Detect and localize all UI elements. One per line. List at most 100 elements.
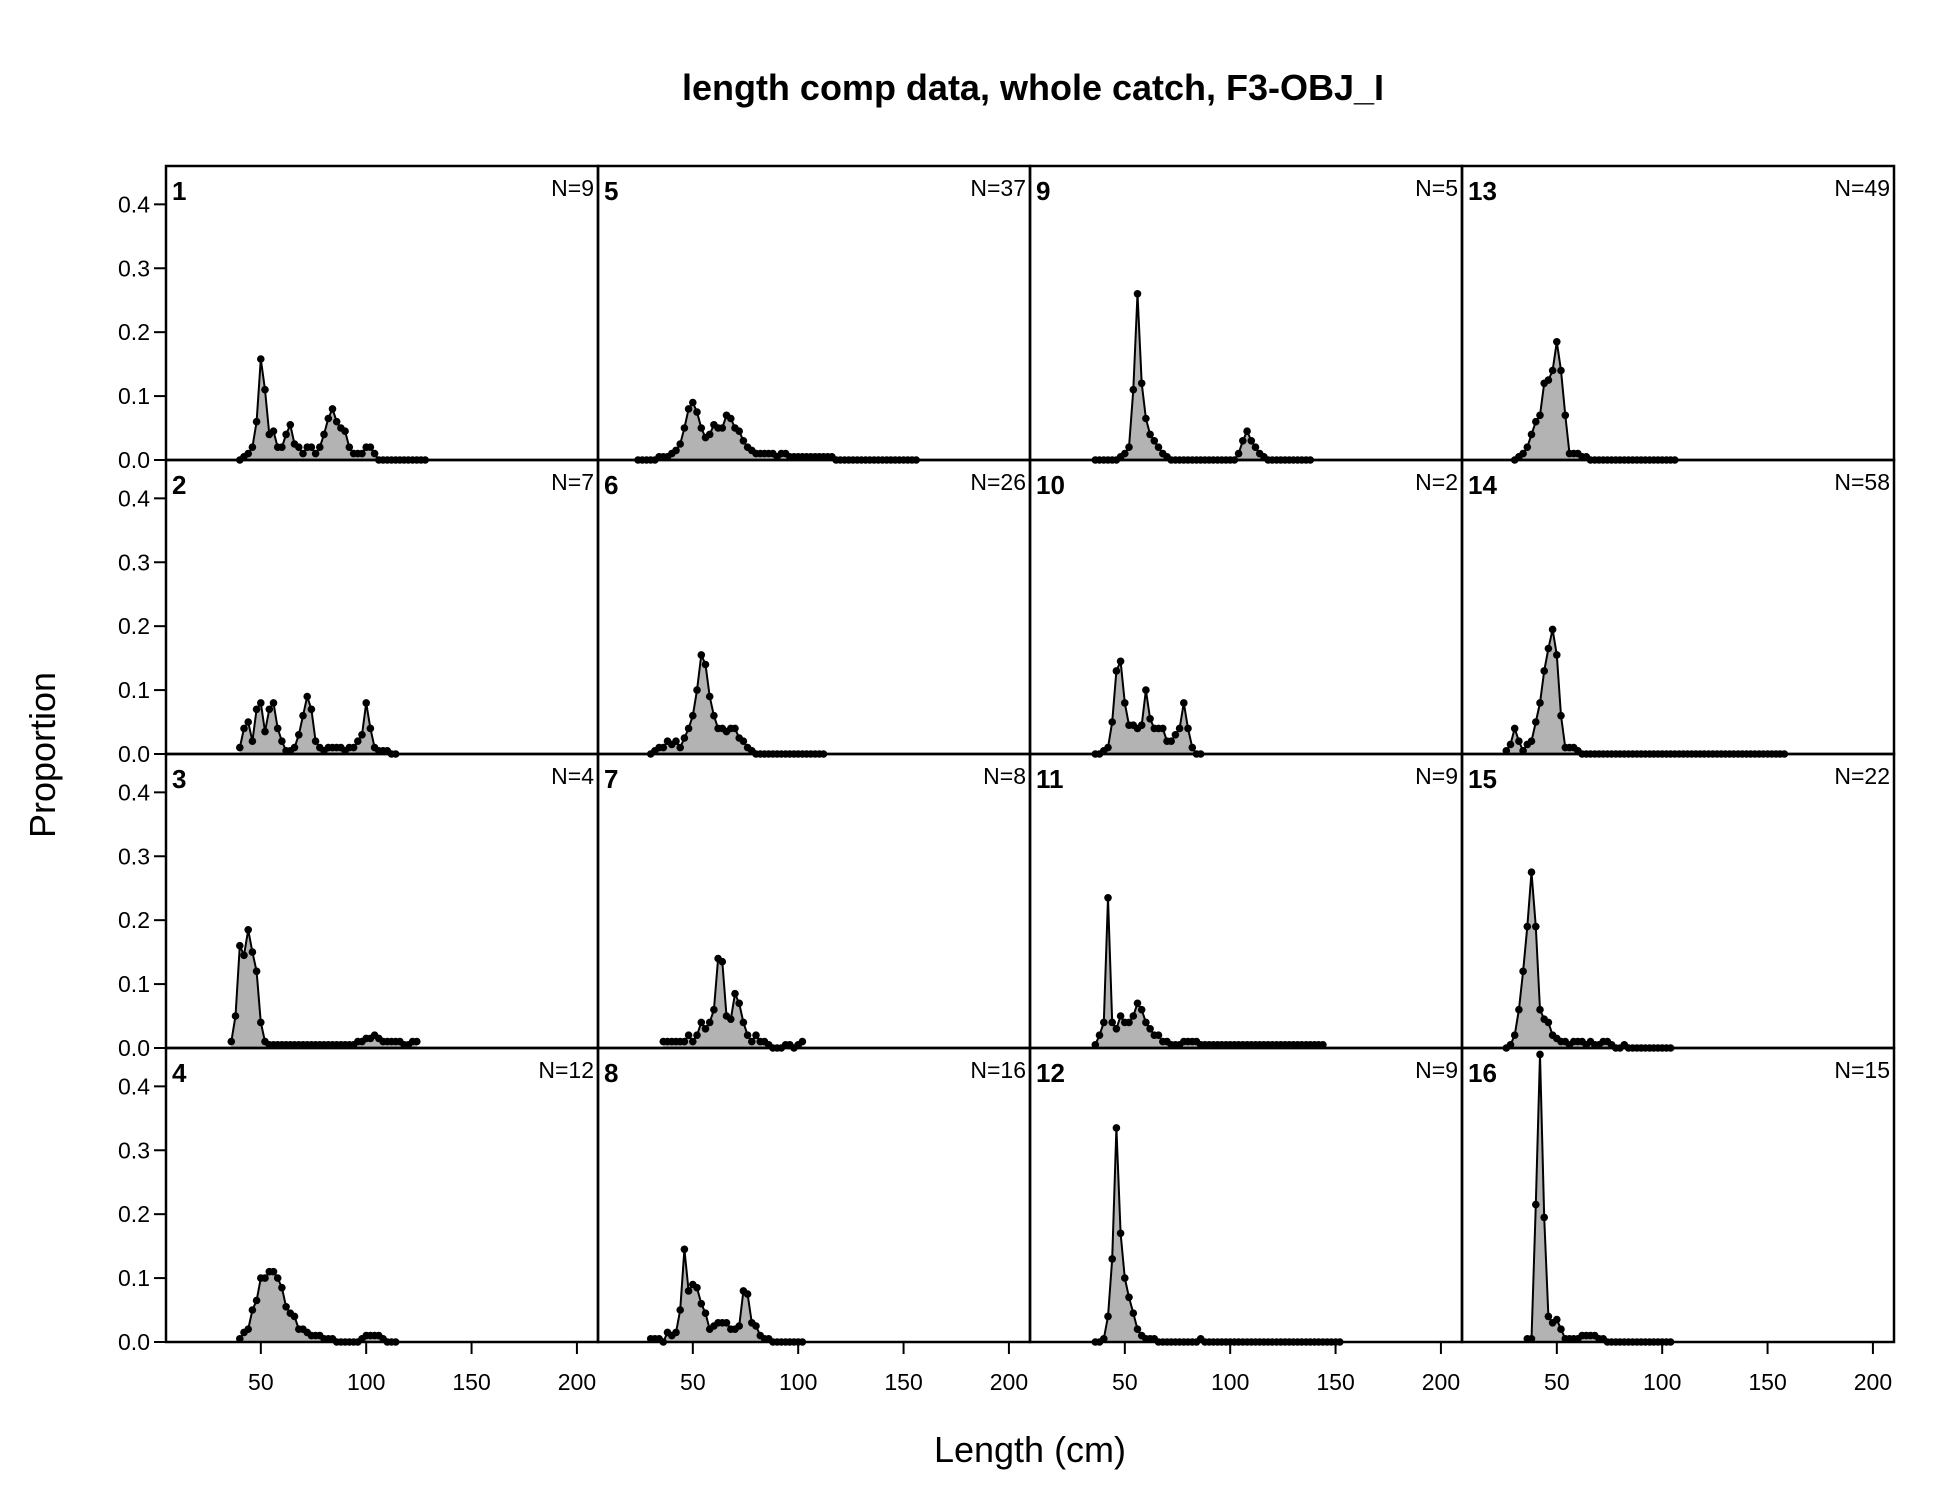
data-point xyxy=(358,731,366,739)
data-point xyxy=(413,1037,421,1046)
sample-size-label: N=15 xyxy=(1834,1057,1890,1083)
data-point xyxy=(727,1015,735,1023)
data-point xyxy=(1095,1031,1104,1039)
data-point xyxy=(684,1031,693,1039)
data-point xyxy=(676,743,684,752)
x-tick-label: 100 xyxy=(779,1369,817,1395)
y-axis-title: Proportion xyxy=(22,672,63,838)
data-point xyxy=(320,430,328,439)
panel-12: 12 N=9 50 100 150 200 xyxy=(1028,1046,1464,1395)
data-point xyxy=(1133,290,1142,298)
x-axis-title: Length (cm) xyxy=(934,1429,1126,1470)
data-point xyxy=(273,1274,282,1282)
data-point xyxy=(1104,894,1112,902)
data-point xyxy=(324,414,333,423)
data-point xyxy=(299,711,307,720)
sample-size-label: N=9 xyxy=(1415,763,1458,789)
data-point xyxy=(752,1031,760,1039)
data-point xyxy=(1506,1041,1515,1049)
data-point xyxy=(307,443,316,452)
y-tick-label: 0.1 xyxy=(118,1265,150,1291)
data-point xyxy=(1251,443,1260,452)
data-point xyxy=(739,1018,748,1027)
y-tick-label: 0.1 xyxy=(118,383,150,409)
data-point xyxy=(1510,1031,1519,1039)
data-point xyxy=(718,424,727,432)
panel-4: 4 N=12 0.0 0.1 0.2 0.3 0.4 50 100 150 200 xyxy=(118,1046,600,1395)
data-point xyxy=(1108,1255,1116,1263)
y-tick-label: 0.0 xyxy=(118,447,150,473)
data-point xyxy=(1180,699,1188,707)
data-point xyxy=(269,699,278,707)
data-point xyxy=(236,743,244,752)
data-point xyxy=(684,724,693,733)
data-point xyxy=(1523,443,1532,452)
panel-label: 12 xyxy=(1036,1058,1065,1088)
x-tick-label: 200 xyxy=(990,1369,1028,1395)
data-point xyxy=(1171,731,1180,739)
data-point xyxy=(701,660,710,669)
data-point xyxy=(1091,1041,1100,1049)
data-point xyxy=(1540,1213,1548,1222)
data-point xyxy=(1510,724,1519,733)
data-point xyxy=(1548,625,1557,634)
panel-frame xyxy=(1460,164,1896,462)
y-tick-label: 0.2 xyxy=(118,907,150,933)
series-area xyxy=(663,958,803,1048)
data-point xyxy=(659,743,668,752)
data-point xyxy=(1137,1005,1146,1014)
data-point xyxy=(731,724,739,733)
panel-frame xyxy=(1028,458,1464,756)
data-point xyxy=(282,1303,290,1311)
data-point xyxy=(693,1283,701,1292)
data-point xyxy=(290,1312,299,1321)
data-point xyxy=(1532,1200,1540,1209)
data-point xyxy=(248,443,257,452)
data-point xyxy=(735,999,743,1008)
series-line xyxy=(1095,293,1311,461)
data-point xyxy=(227,1037,236,1046)
data-point xyxy=(1557,1325,1565,1333)
data-point xyxy=(1234,449,1243,458)
data-point xyxy=(240,951,248,960)
data-point xyxy=(689,1037,697,1046)
data-point xyxy=(680,734,689,742)
series-area xyxy=(638,402,917,460)
y-tick-label: 0.3 xyxy=(118,255,150,281)
y-tick-label: 0.4 xyxy=(118,191,150,217)
sample-size-label: N=2 xyxy=(1415,469,1458,495)
data-point xyxy=(261,385,269,394)
data-point xyxy=(798,1037,807,1046)
data-point xyxy=(727,414,735,423)
data-point xyxy=(257,1018,265,1027)
panel-label: 15 xyxy=(1468,764,1497,794)
data-point xyxy=(1239,437,1247,445)
data-point xyxy=(722,1319,731,1327)
y-tick-label: 0.3 xyxy=(118,549,150,575)
x-tick-label: 150 xyxy=(884,1369,922,1395)
data-point xyxy=(240,724,248,733)
data-point xyxy=(1243,427,1251,436)
data-point xyxy=(1121,699,1129,707)
data-point xyxy=(354,737,362,745)
y-tick-label: 0.1 xyxy=(118,677,150,703)
data-point xyxy=(1553,1315,1561,1324)
data-point xyxy=(358,449,366,458)
x-tick-label: 200 xyxy=(558,1369,596,1395)
series-line xyxy=(1527,1054,1671,1343)
panel-label: 8 xyxy=(604,1058,618,1088)
panel-label: 6 xyxy=(604,470,618,500)
data-point xyxy=(697,651,706,659)
data-point xyxy=(1532,922,1540,931)
sample-size-label: N=4 xyxy=(551,763,594,789)
data-point xyxy=(1125,1018,1133,1027)
data-point xyxy=(1523,922,1532,931)
y-tick-label: 0.2 xyxy=(118,319,150,345)
data-point xyxy=(261,1274,269,1282)
data-point xyxy=(705,1018,714,1027)
data-point xyxy=(1548,366,1557,375)
panel-frame xyxy=(596,458,1032,756)
data-point xyxy=(731,989,739,998)
data-point xyxy=(1536,411,1544,420)
data-point xyxy=(748,1037,756,1046)
